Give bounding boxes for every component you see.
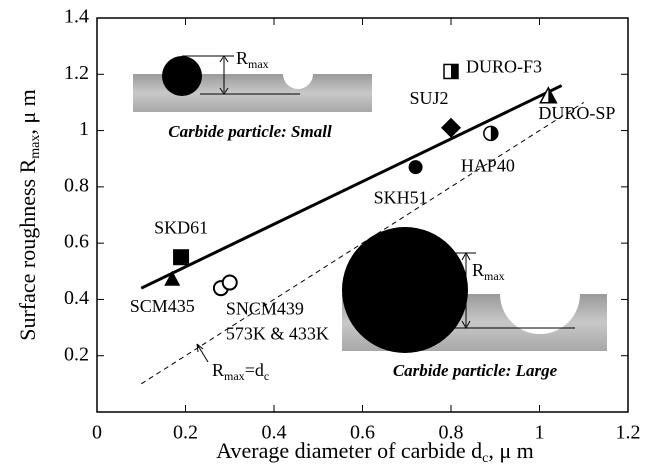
inset-label: Carbide particle: Small	[168, 122, 332, 141]
rmax-label: Rmax	[472, 260, 505, 283]
point-label: SCM435	[130, 296, 195, 316]
point-label: SKD61	[154, 217, 208, 237]
point-label: SUJ2	[409, 88, 448, 108]
marker-shape	[408, 160, 423, 175]
x-tick-label: 0.2	[173, 422, 198, 444]
point-label: SNCM439	[226, 298, 304, 318]
y-tick-label: 0.4	[64, 287, 89, 309]
x-tick-label: 0.6	[350, 422, 375, 444]
inset-small: Rmax Carbide particle: Small	[133, 48, 372, 141]
data-point	[539, 86, 558, 104]
y-tick-label: 1.4	[64, 6, 89, 28]
data-point	[221, 274, 238, 291]
data-point	[441, 117, 461, 138]
x-tick-label: 0.4	[262, 422, 287, 444]
x-axis-label: Average diameter of carbide dc, μ m	[216, 438, 534, 466]
x-tick-label: 0.8	[439, 422, 464, 444]
x-tick-label: 0	[92, 422, 102, 444]
rmax-label: Rmax	[236, 48, 269, 71]
y-tick-label: 0.8	[64, 174, 89, 196]
data-point	[408, 160, 423, 175]
point-label: DURO-F3	[466, 57, 542, 77]
point-label: DURO-SP	[538, 103, 615, 123]
marker-shape	[441, 117, 461, 138]
fit-line	[140, 84, 563, 290]
marker-shape	[173, 249, 190, 266]
y-tick-label: 0.6	[64, 231, 89, 253]
reference-label: Rmax=dc	[212, 360, 269, 383]
point-label: HAP40	[461, 156, 515, 176]
data-point	[173, 249, 190, 266]
y-tick-label: 1.2	[64, 62, 89, 84]
inset-large: Rmax Carbide particle: Large	[342, 227, 607, 380]
y-tick-label: 0.2	[64, 343, 89, 365]
inset-label: Carbide particle: Large	[393, 361, 558, 380]
data-point	[443, 63, 459, 80]
point-label: SKH51	[374, 187, 428, 207]
point-note: 573K & 433K	[226, 323, 329, 343]
y-tick-label: 1	[79, 118, 89, 140]
marker-shape	[490, 126, 498, 141]
reference-line	[140, 102, 585, 385]
x-tick-label: 1	[535, 422, 545, 444]
x-tick-label: 1.2	[616, 422, 641, 444]
marker-shape	[451, 64, 458, 79]
data-point	[483, 125, 499, 142]
marker-shape	[164, 270, 181, 286]
reference-arrow	[196, 343, 209, 363]
marker-shape	[221, 274, 238, 291]
data-point	[164, 270, 181, 286]
marker-shape	[548, 87, 557, 103]
y-axis-label: Surface roughness Rmax, μ m	[15, 89, 43, 341]
